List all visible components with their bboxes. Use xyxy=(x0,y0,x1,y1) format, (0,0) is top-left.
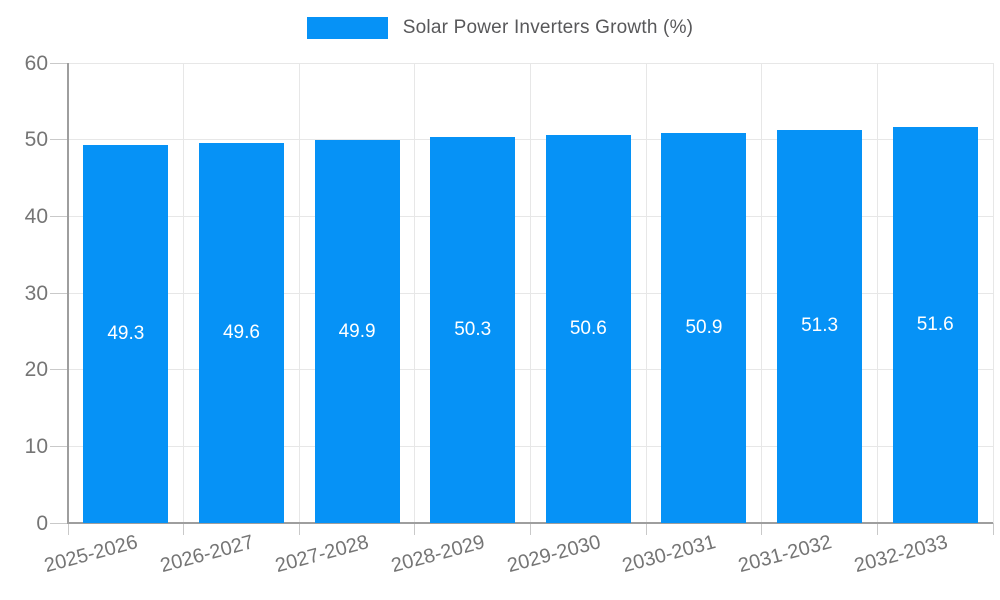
chart-title: Solar Power Inverters Growth (%) xyxy=(402,17,694,38)
gridline-vertical xyxy=(992,63,994,523)
x-axis-tick xyxy=(645,523,647,535)
bar-value-label: 50.6 xyxy=(569,318,607,340)
x-axis-tick xyxy=(414,523,416,535)
y-tick-label: 0 xyxy=(36,511,48,535)
legend: Solar Power Inverters Growth (%) xyxy=(0,17,1000,39)
y-tick-label: 20 xyxy=(24,358,48,382)
bar: 49.9 xyxy=(314,140,400,523)
bar-value-label: 49.9 xyxy=(338,320,376,342)
y-axis-line xyxy=(67,63,69,524)
x-tick-label: 2026-2027 xyxy=(157,531,256,578)
bar: 49.6 xyxy=(198,142,284,523)
x-tick-label: 2031-2032 xyxy=(735,531,834,578)
x-tick-label: 2025-2026 xyxy=(42,531,141,578)
y-tick-label: 60 xyxy=(24,51,48,75)
gridline-vertical xyxy=(414,63,416,523)
y-axis-tick xyxy=(50,62,68,64)
x-tick-label: 2030-2031 xyxy=(620,531,719,578)
x-tick-label: 2032-2033 xyxy=(851,531,950,578)
x-axis-line xyxy=(68,522,993,524)
bar: 51.6 xyxy=(892,127,978,523)
gridline-vertical xyxy=(761,63,763,523)
y-axis-tick xyxy=(50,292,68,294)
y-axis-tick xyxy=(50,522,68,524)
gridline-vertical xyxy=(530,63,531,523)
y-tick-label: 40 xyxy=(24,204,48,228)
x-axis-tick xyxy=(876,523,878,535)
bar: 51.3 xyxy=(777,129,863,523)
x-axis-tick xyxy=(67,523,69,535)
bar-value-label: 50.3 xyxy=(454,319,492,341)
bar: 49.3 xyxy=(83,145,169,523)
x-axis-tick xyxy=(530,523,531,535)
bar-value-label: 51.3 xyxy=(801,315,839,337)
x-axis-tick xyxy=(992,523,994,535)
y-axis-tick xyxy=(50,215,68,217)
y-tick-label: 50 xyxy=(24,128,48,152)
bar: 50.3 xyxy=(430,137,516,523)
y-axis-tick xyxy=(50,445,68,447)
bar: 50.6 xyxy=(545,135,631,523)
bar: 50.9 xyxy=(661,132,747,523)
legend-swatch xyxy=(306,17,388,39)
x-axis-tick xyxy=(298,523,300,535)
gridline-vertical xyxy=(645,63,647,523)
y-tick-label: 10 xyxy=(24,434,48,458)
x-tick-label: 2027-2028 xyxy=(273,531,372,578)
y-tick-label: 30 xyxy=(24,281,48,305)
bar-value-label: 50.9 xyxy=(685,316,723,338)
y-axis-tick xyxy=(50,369,68,371)
bar-value-label: 49.3 xyxy=(107,323,145,344)
x-axis-tick xyxy=(183,523,185,535)
x-tick-label: 2029-2030 xyxy=(504,531,603,578)
gridline-vertical xyxy=(876,63,878,523)
x-tick-label: 2028-2029 xyxy=(389,531,488,578)
x-axis-tick xyxy=(761,523,763,535)
bar-value-label: 51.6 xyxy=(916,314,954,336)
gridline-vertical xyxy=(183,63,185,523)
bar-value-label: 49.6 xyxy=(222,321,260,343)
y-axis-tick xyxy=(50,139,68,141)
gridline-vertical xyxy=(298,63,300,523)
